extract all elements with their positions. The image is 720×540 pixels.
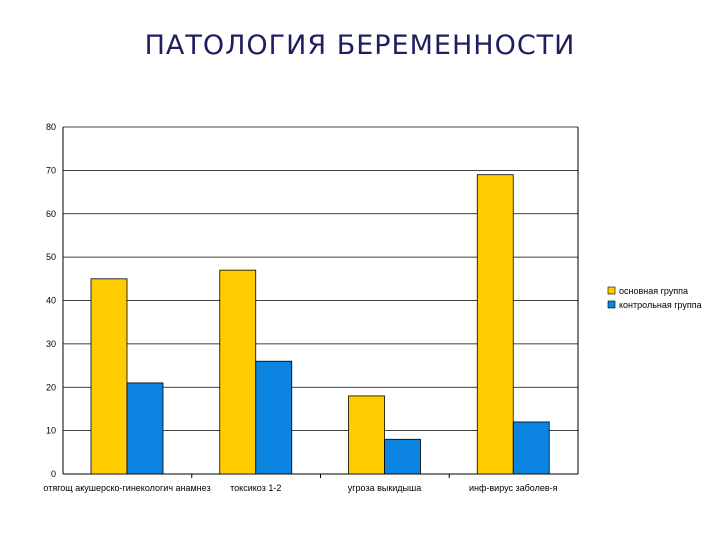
- bar-control: [384, 438, 421, 475]
- legend-label: основная группа: [619, 286, 688, 296]
- legend-swatch: [607, 300, 616, 309]
- category-label: токсикоз 1-2: [230, 483, 281, 493]
- chart-legend: основная группа контрольная группа: [607, 286, 702, 310]
- bar-control: [512, 421, 550, 475]
- y-tick-label: 70: [46, 165, 56, 175]
- bar-control: [126, 382, 164, 475]
- bar-main: [476, 174, 514, 475]
- y-tick-label: 60: [46, 209, 56, 219]
- category-label: угроза выкидыша: [348, 483, 422, 493]
- legend-label: контрольная группа: [619, 300, 702, 310]
- category-label: отягощ акушерско-гинекологич анамнез: [43, 483, 210, 493]
- bar-main: [348, 395, 385, 475]
- slide-title: ПАТОЛОГИЯ БЕРЕМЕННОСТИ: [144, 30, 576, 61]
- legend-swatch: [607, 286, 616, 295]
- chart-y-ticks: 0 10 20 30 40 50 60 70 80: [46, 122, 56, 479]
- bar-control: [255, 360, 293, 475]
- y-tick-label: 30: [46, 339, 56, 349]
- bar-main: [90, 278, 128, 475]
- chart-categories: отягощ акушерско-гинекологич анамнез токс…: [43, 483, 557, 493]
- y-tick-label: 20: [46, 382, 56, 392]
- y-tick-label: 50: [46, 252, 56, 262]
- y-tick-label: 10: [46, 426, 56, 436]
- y-tick-label: 40: [46, 296, 56, 306]
- y-tick-label: 0: [51, 469, 56, 479]
- chart-bars: [90, 174, 550, 475]
- bar-main: [219, 269, 257, 475]
- category-label: инф-вирус заболев-я: [469, 483, 558, 493]
- y-tick-label: 80: [46, 122, 56, 132]
